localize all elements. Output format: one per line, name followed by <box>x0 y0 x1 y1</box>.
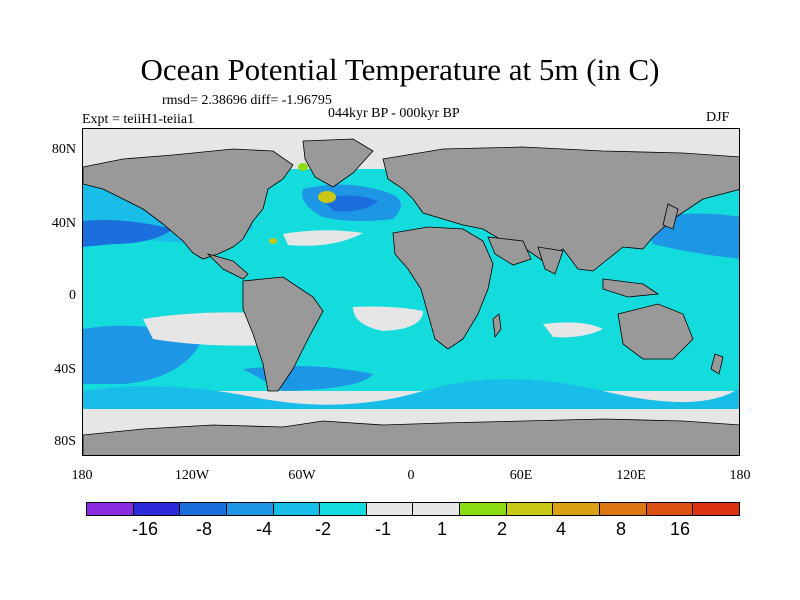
antarctica <box>83 418 739 455</box>
colorbar-swatch <box>460 503 507 515</box>
colorbar-swatch <box>226 503 274 515</box>
colorbar-label: -16 <box>131 519 159 539</box>
y-tick-label: 80N <box>51 142 76 157</box>
arabia <box>487 236 532 266</box>
colorbar-swatch <box>413 503 461 515</box>
colorbar-swatch <box>320 503 367 515</box>
x-tick-label: 180 <box>729 468 751 483</box>
indonesia <box>602 278 660 298</box>
japan <box>662 203 679 230</box>
madagascar <box>492 313 502 339</box>
warm-spot <box>269 238 277 244</box>
south-atlantic-light <box>353 306 423 331</box>
colorbar-swatch <box>693 503 739 515</box>
eurasia <box>382 146 739 272</box>
australia <box>617 303 694 360</box>
y-tick-label: 40N <box>51 216 76 231</box>
colorbar-swatch <box>600 503 647 515</box>
colorbar-swatch <box>506 503 554 515</box>
x-tick-label: 0 <box>407 468 415 483</box>
indian-light <box>543 322 603 338</box>
warm-spot <box>318 191 336 203</box>
stats-subtitle: rmsd= 2.38696 diff= -1.96795 <box>162 93 332 108</box>
colorbar-swatch <box>133 503 181 515</box>
x-tick-label: 120E <box>616 468 646 483</box>
colorbar-label: 2 <box>496 519 508 539</box>
pacific-dark-patch <box>83 220 173 247</box>
north-america <box>83 148 294 260</box>
land-masses <box>83 138 739 455</box>
map-panel <box>82 128 740 456</box>
y-tick-label: 40S <box>54 362 76 377</box>
colorbar-swatch <box>180 503 227 515</box>
southern-cool-band <box>83 379 739 409</box>
colorbar-swatch <box>553 503 601 515</box>
colorbar-label: -8 <box>195 519 213 539</box>
india <box>537 246 564 275</box>
x-tick-label: 180 <box>71 468 93 483</box>
africa <box>392 226 494 350</box>
x-tick-label: 120W <box>174 468 210 483</box>
south-america <box>242 276 324 392</box>
y-tick-label: 0 <box>69 288 76 303</box>
colorbar-label: -2 <box>314 519 332 539</box>
colorbar-swatch <box>366 503 414 515</box>
x-tick-label: 60W <box>288 468 316 483</box>
colorbar-label: -1 <box>374 519 392 539</box>
north-atlantic-dark <box>323 195 378 212</box>
season-label: DJF <box>706 110 730 125</box>
warm-spot <box>298 163 308 171</box>
new-zealand <box>710 353 724 375</box>
central-america <box>206 253 249 280</box>
world-map <box>83 129 739 455</box>
greenland <box>302 138 374 188</box>
gulf-light <box>283 230 363 246</box>
colorbar-label: 1 <box>436 519 448 539</box>
experiment-label: Expt = teiiH1-teiia1 <box>82 112 195 127</box>
colorbar-swatch <box>273 503 321 515</box>
colorbar-swatch <box>87 503 134 515</box>
x-tick-label: 60E <box>509 468 533 483</box>
colorbar-label: 8 <box>615 519 627 539</box>
colorbar-label: 16 <box>669 519 691 539</box>
colorbar-label: 4 <box>555 519 567 539</box>
map-title: Ocean Potential Temperature at 5m (in C) <box>140 52 660 87</box>
period-subtitle: 044kyr BP - 000kyr BP <box>328 106 460 121</box>
colorbar-label: -4 <box>255 519 273 539</box>
y-tick-label: 80S <box>54 434 76 449</box>
colorbar <box>86 502 740 516</box>
colorbar-swatch <box>646 503 694 515</box>
